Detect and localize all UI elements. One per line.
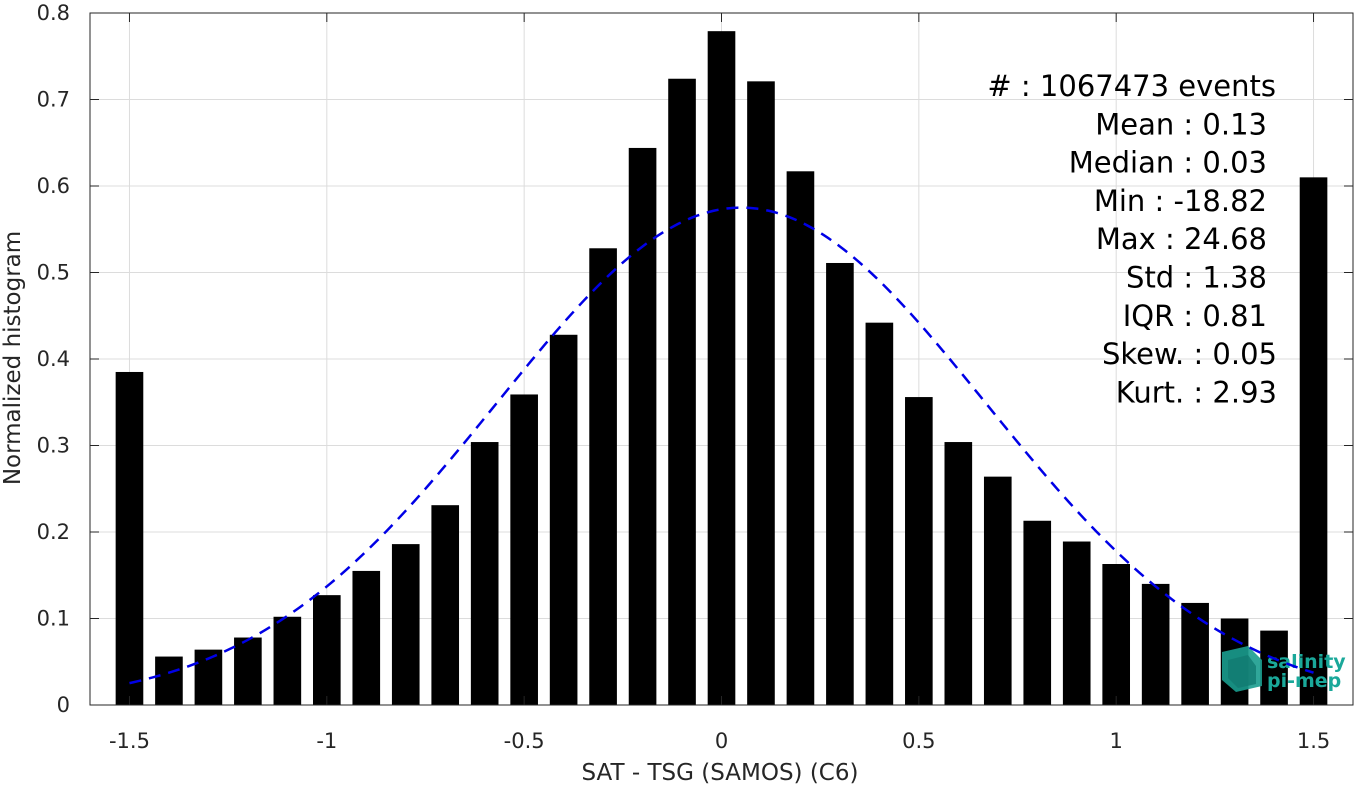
- statistics-annotation: # : 1067473 events Mean : 0.13 Median : 0.…: [987, 69, 1277, 409]
- x-tick-label: -1: [316, 729, 337, 753]
- histogram-bar: [549, 334, 578, 705]
- axes-box: [89, 12, 1354, 706]
- histogram-bar: [234, 637, 262, 705]
- histogram-bar: [1141, 583, 1170, 705]
- histogram-bar: [273, 616, 302, 705]
- y-tick-label: 0.8: [37, 1, 70, 25]
- histogram-bar: [510, 394, 538, 705]
- logo-line2: pi-mep: [1267, 670, 1341, 692]
- x-tick-label: 0.5: [902, 729, 935, 753]
- statistic-line: # : 1067473 events: [987, 69, 1276, 103]
- statistic-line: Std : 1.38: [1126, 261, 1267, 295]
- y-tick-label: 0.2: [37, 520, 70, 544]
- histogram-bar: [747, 81, 775, 705]
- statistic-line: Max : 24.68: [1096, 222, 1267, 256]
- histogram-bar: [905, 397, 933, 705]
- statistic-line: Min : -18.82: [1094, 184, 1267, 218]
- histogram-bar: [312, 595, 341, 705]
- histogram-bars: [115, 31, 1328, 706]
- y-tick-label: 0.6: [37, 174, 70, 198]
- x-tick-labels: -1.5 -1 -0.5 0 0.5 1 1.5: [109, 729, 1330, 753]
- y-tick-label: 0.3: [37, 434, 70, 458]
- histogram-bar: [1023, 520, 1052, 705]
- y-tick-label: 0: [57, 693, 70, 717]
- statistic-line: Kurt. : 2.93: [1116, 375, 1277, 409]
- statistic-line: Mean : 0.13: [1095, 107, 1267, 141]
- gaussian-fit: [129, 206, 1314, 685]
- histogram-bar: [983, 476, 1012, 705]
- y-tick-label: 0.4: [37, 347, 70, 371]
- histogram-bar: [707, 31, 736, 706]
- logo-cube-face-icon: [1228, 655, 1256, 688]
- y-tick-label: 0.5: [37, 261, 70, 285]
- histogram-bar: [668, 78, 696, 706]
- histogram-bar: [1260, 630, 1288, 705]
- histogram-bar: [944, 442, 973, 705]
- histogram-bar: [431, 505, 460, 705]
- gaussian-fit-line: [129, 206, 1314, 685]
- histogram-bar: [155, 656, 183, 705]
- x-tick-label: 0: [715, 729, 728, 753]
- histogram-bar: [1062, 541, 1091, 705]
- histogram-bar: [352, 570, 381, 705]
- histogram-bar: [786, 171, 815, 706]
- x-axis-label: SAT - TSG (SAMOS) (C6): [582, 760, 859, 785]
- histogram-bar: [628, 147, 657, 705]
- statistic-line: Skew. : 0.05: [1102, 337, 1277, 371]
- logo-line1: salinity: [1267, 651, 1346, 673]
- x-tick-label: -0.5: [504, 729, 545, 753]
- y-tick-label: 0.7: [37, 88, 70, 112]
- y-tick-label: 0.1: [37, 607, 70, 631]
- histogram-bar: [1181, 602, 1209, 705]
- x-tick-label: 1: [1110, 729, 1123, 753]
- y-tick-labels: 0 0.1 0.2 0.3 0.4 0.5 0.6 0.7 0.8: [37, 1, 70, 717]
- statistic-line: Median : 0.03: [1069, 146, 1267, 180]
- histogram-bar: [589, 248, 617, 705]
- y-axis-label: Normalized histogram: [0, 231, 26, 485]
- x-tick-label: 1.5: [1297, 729, 1330, 753]
- salinity-pimep-logo: salinity pi-mep: [1222, 646, 1346, 692]
- histogram-bar: [865, 322, 894, 705]
- histogram-bar: [115, 371, 144, 705]
- histogram-bar: [826, 262, 854, 705]
- histogram-bar: [391, 544, 420, 705]
- histogram-bar: [1299, 177, 1328, 706]
- histogram-bar: [470, 442, 499, 705]
- histogram-bar: [1102, 564, 1131, 705]
- x-tick-label: -1.5: [109, 729, 150, 753]
- statistic-line: IQR : 0.81: [1123, 299, 1267, 333]
